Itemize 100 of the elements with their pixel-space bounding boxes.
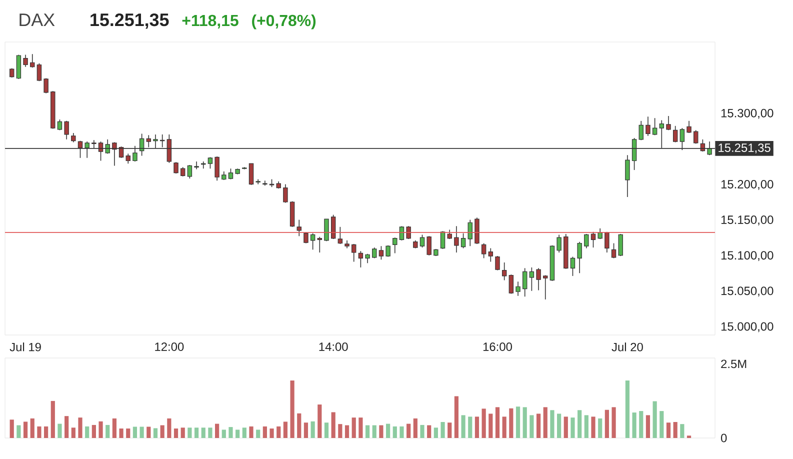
bar bbox=[646, 415, 650, 438]
bar bbox=[461, 415, 466, 438]
bar bbox=[625, 380, 630, 438]
y-tick-label: 0 bbox=[721, 434, 727, 442]
candlestick bbox=[386, 244, 390, 258]
candlestick bbox=[208, 156, 213, 169]
candlestick bbox=[516, 281, 520, 296]
bar bbox=[578, 410, 582, 438]
candlestick bbox=[584, 234, 589, 249]
bar bbox=[71, 428, 76, 438]
bar bbox=[660, 411, 664, 438]
bar bbox=[44, 426, 48, 438]
candlestick bbox=[536, 268, 541, 291]
candlestick bbox=[604, 231, 610, 253]
bar bbox=[270, 428, 274, 438]
bar bbox=[427, 425, 432, 438]
bar bbox=[174, 428, 178, 438]
bar bbox=[639, 411, 644, 438]
candlestick bbox=[508, 274, 514, 294]
bar bbox=[194, 428, 199, 438]
bar bbox=[406, 424, 411, 438]
candlestick bbox=[214, 156, 220, 182]
bar bbox=[98, 421, 103, 438]
bar bbox=[236, 430, 240, 438]
bar bbox=[680, 424, 684, 438]
candlestick bbox=[392, 237, 398, 254]
bar bbox=[132, 426, 138, 438]
bar bbox=[140, 426, 144, 438]
candlestick bbox=[672, 126, 678, 143]
candlestick bbox=[30, 54, 35, 68]
candlestick bbox=[426, 236, 432, 256]
candlestick bbox=[495, 256, 500, 271]
x-tick-label: Jul 20 bbox=[612, 342, 643, 352]
candlestick bbox=[187, 164, 192, 179]
y-tick-label: 15.100,00 bbox=[721, 251, 774, 261]
candlestick bbox=[317, 236, 322, 253]
candlestick bbox=[16, 54, 22, 80]
bar bbox=[119, 428, 124, 438]
bar bbox=[400, 426, 404, 438]
candlestick bbox=[296, 219, 302, 237]
bar bbox=[228, 427, 233, 438]
bar bbox=[215, 424, 220, 438]
bar bbox=[564, 416, 568, 438]
candlestick bbox=[686, 120, 692, 134]
bar bbox=[92, 424, 96, 438]
bar bbox=[262, 426, 267, 438]
bar bbox=[522, 407, 527, 438]
candlestick bbox=[468, 219, 472, 246]
bar bbox=[543, 407, 548, 438]
bar bbox=[290, 380, 294, 438]
bar bbox=[16, 425, 21, 438]
bar bbox=[440, 422, 445, 438]
candlestick bbox=[399, 226, 404, 241]
candlestick bbox=[338, 226, 343, 244]
candlestick bbox=[378, 246, 384, 260]
bar bbox=[632, 412, 636, 438]
x-tick-label: 14:00 bbox=[319, 342, 348, 351]
bar bbox=[126, 428, 130, 438]
candlestick bbox=[64, 120, 69, 140]
bar bbox=[106, 424, 110, 438]
bar bbox=[188, 428, 192, 438]
candlestick bbox=[522, 268, 528, 297]
candlestick bbox=[406, 226, 411, 240]
bar bbox=[304, 422, 308, 438]
candlestick bbox=[694, 130, 698, 144]
bar bbox=[598, 418, 602, 438]
candlestick bbox=[324, 218, 329, 242]
bar bbox=[153, 428, 158, 438]
bar bbox=[604, 410, 609, 438]
y-tick-label: 15.050,00 bbox=[721, 286, 774, 297]
bar bbox=[242, 428, 246, 438]
candlestick bbox=[420, 234, 425, 248]
candlestick bbox=[556, 234, 562, 253]
candlestick bbox=[71, 132, 76, 143]
chart-title: DAX bbox=[20, 14, 55, 26]
bar bbox=[180, 428, 185, 438]
bar bbox=[530, 415, 534, 438]
bar bbox=[420, 424, 424, 438]
candlestick bbox=[481, 242, 486, 259]
candlestick bbox=[248, 163, 254, 186]
candlestick bbox=[570, 256, 576, 276]
bar bbox=[502, 416, 506, 438]
candlestick bbox=[174, 162, 178, 174]
bar bbox=[550, 410, 554, 438]
candlestick bbox=[194, 161, 199, 170]
candlestick bbox=[652, 118, 658, 136]
bar bbox=[612, 407, 616, 438]
bar bbox=[413, 418, 418, 438]
text: 15.251,35 bbox=[90, 13, 169, 29]
bar bbox=[448, 422, 452, 438]
bar bbox=[256, 430, 260, 438]
candlestick bbox=[460, 232, 466, 249]
candlestick bbox=[365, 254, 370, 264]
bar bbox=[392, 426, 397, 438]
bar bbox=[358, 418, 363, 438]
ref-line-label: 15.251,35 bbox=[718, 143, 770, 154]
bar bbox=[318, 404, 322, 438]
bar bbox=[324, 422, 329, 438]
candlestick bbox=[440, 230, 446, 250]
bar bbox=[249, 426, 254, 438]
